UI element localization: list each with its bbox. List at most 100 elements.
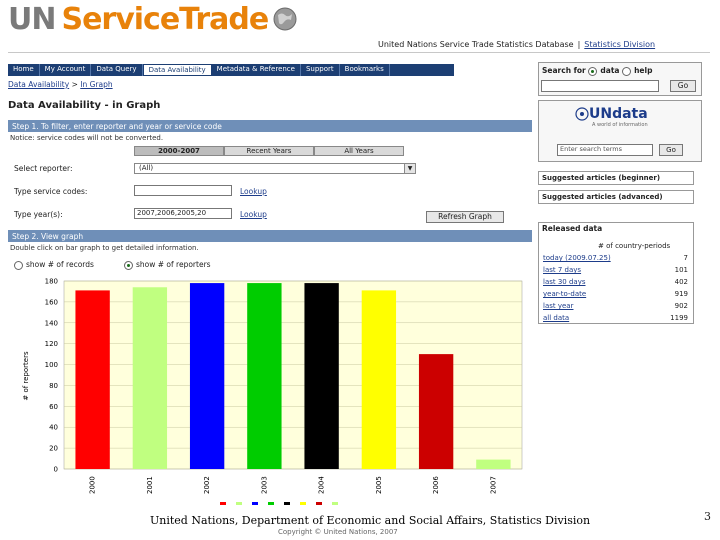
legend-swatch [220, 502, 226, 505]
search-label: Search for data help [542, 66, 652, 76]
tab-support[interactable]: Support [301, 64, 340, 76]
released-row: year-to-date 919 [543, 290, 688, 298]
service-lookup-link[interactable]: Lookup [240, 187, 267, 196]
refresh-graph-button[interactable]: Refresh Graph [426, 211, 504, 223]
reporters-bar-chart[interactable]: 0 20 40 60 80 100 120 140 160 180 2000 2001 2002 200… [8, 276, 524, 516]
years-lookup-link[interactable]: Lookup [240, 210, 267, 219]
search-input[interactable] [541, 80, 659, 92]
years-input[interactable]: 2007,2006,2005,20 [134, 208, 232, 219]
x-tick-label: 2002 [203, 476, 211, 494]
tab-data-query[interactable]: Data Query [91, 64, 143, 76]
page-title: Data Availability - in Graph [8, 100, 161, 111]
copyright-text: Copyright © United Nations, 2007 [278, 528, 398, 536]
option-records-label: show # of records [26, 260, 94, 269]
x-tick-label: 2004 [318, 476, 326, 494]
tab-data-availability[interactable]: Data Availability [142, 64, 212, 76]
released-row-value: 919 [674, 290, 688, 298]
search-help-label: help [634, 66, 653, 75]
tab-metadata-reference[interactable]: Metadata & Reference [212, 64, 301, 76]
released-row: today (2009.07.25) 7 [543, 254, 688, 262]
suggested-beginner-link[interactable]: Suggested articles (beginner) [538, 171, 694, 185]
y-axis-label: # of reporters [22, 351, 30, 401]
undata-tagline: A world of information [592, 122, 648, 128]
breadcrumb-in-graph[interactable]: In Graph [80, 80, 113, 89]
undata-logo[interactable]: UNdata [575, 106, 648, 122]
y-tick-label: 20 [49, 445, 58, 453]
y-tick-label: 140 [45, 319, 58, 327]
released-row-value: 1199 [670, 314, 688, 322]
x-tick-label: 2003 [260, 476, 268, 494]
x-tick-label: 2006 [432, 476, 440, 494]
main-nav: Home My Account Data Query Data Availabi… [8, 64, 454, 76]
radio-records[interactable] [14, 260, 23, 270]
header-line: United Nations Service Trade Statistics … [378, 40, 655, 49]
released-row: last 30 days 402 [543, 278, 688, 286]
released-row-label[interactable]: last 7 days [543, 266, 582, 274]
y-tick-label: 60 [49, 403, 58, 411]
period-tabs: 2000-2007 Recent Years All Years [134, 146, 404, 156]
bar-2001 [132, 287, 168, 469]
breadcrumb-data-availability[interactable]: Data Availability [8, 80, 70, 89]
y-tick-label: 120 [45, 340, 58, 348]
bar-2005 [361, 290, 397, 469]
search-help-radio[interactable] [622, 66, 632, 76]
service-codes-label: Type service codes: [14, 187, 88, 196]
period-tab-recent-years[interactable]: Recent Years [224, 146, 314, 156]
bar-2002 [189, 283, 225, 469]
released-row: all data 1199 [543, 314, 688, 322]
released-row-label[interactable]: year-to-date [543, 290, 587, 298]
search-data-radio[interactable] [588, 66, 598, 76]
statistics-division-link[interactable]: Statistics Division [584, 40, 656, 49]
legend-swatch [316, 502, 322, 505]
legend-swatch [252, 502, 258, 505]
radio-reporters[interactable] [124, 260, 133, 270]
option-records[interactable]: show # of records [14, 260, 94, 270]
period-tab-2000-2007[interactable]: 2000-2007 [134, 146, 224, 156]
page-number: 3 [704, 510, 711, 523]
legend-swatch [236, 502, 242, 505]
database-title: United Nations Service Trade Statistics … [378, 40, 574, 49]
y-tick-label: 100 [45, 361, 58, 369]
legend-swatch [300, 502, 306, 505]
service-codes-input[interactable] [134, 185, 232, 196]
tab-home[interactable]: Home [8, 64, 40, 76]
service-code-notice: Notice: service codes will not be conver… [10, 134, 164, 142]
tab-my-account[interactable]: My Account [40, 64, 92, 76]
released-column-header: # of country-periods [598, 242, 671, 250]
search-data-label: data [600, 66, 620, 75]
y-tick-label: 40 [49, 424, 58, 432]
released-row-label[interactable]: last year [543, 302, 574, 310]
x-tick-label: 2000 [89, 476, 97, 494]
released-row-value: 7 [683, 254, 688, 262]
search-go-button[interactable]: Go [670, 80, 696, 92]
servicetrade-logo[interactable]: UN ServiceTrade [8, 1, 298, 37]
released-row-value: 101 [674, 266, 688, 274]
y-tick-label: 180 [45, 278, 58, 286]
undata-go-button[interactable]: Go [659, 144, 683, 156]
slide-footer: United Nations, Department of Economic a… [150, 514, 591, 527]
x-tick-label: 2007 [489, 476, 497, 494]
option-reporters[interactable]: show # of reporters [124, 260, 211, 270]
reporter-select-value: (All) [139, 164, 154, 172]
undata-search-input[interactable]: Enter search terms [557, 144, 653, 156]
bar-2003 [247, 283, 282, 469]
released-row-label[interactable]: today (2009.07.25) [543, 254, 611, 262]
un-emblem-icon [575, 107, 589, 121]
graph-hint: Double click on bar graph to get detaile… [10, 244, 199, 252]
period-tab-all-years[interactable]: All Years [314, 146, 404, 156]
globe-icon [273, 7, 297, 31]
suggested-advanced-link[interactable]: Suggested articles (advanced) [538, 190, 694, 204]
released-row-label[interactable]: all data [543, 314, 570, 322]
y-tick-label: 160 [45, 298, 58, 306]
step1-header: Step 1. To filter, enter reporter and ye… [8, 120, 532, 132]
option-reporters-label: show # of reporters [136, 260, 211, 269]
breadcrumb-separator: > [71, 80, 78, 89]
reporter-select[interactable]: (All) ▼ [134, 163, 416, 174]
tab-bookmarks[interactable]: Bookmarks [340, 64, 390, 76]
released-row-label[interactable]: last 30 days [543, 278, 586, 286]
search-for-text: Search for [542, 66, 586, 75]
header-divider [8, 52, 710, 53]
bar-2007 [476, 459, 511, 469]
logo-servicetrade-text: ServiceTrade [61, 1, 269, 37]
header-separator: | [577, 40, 581, 49]
